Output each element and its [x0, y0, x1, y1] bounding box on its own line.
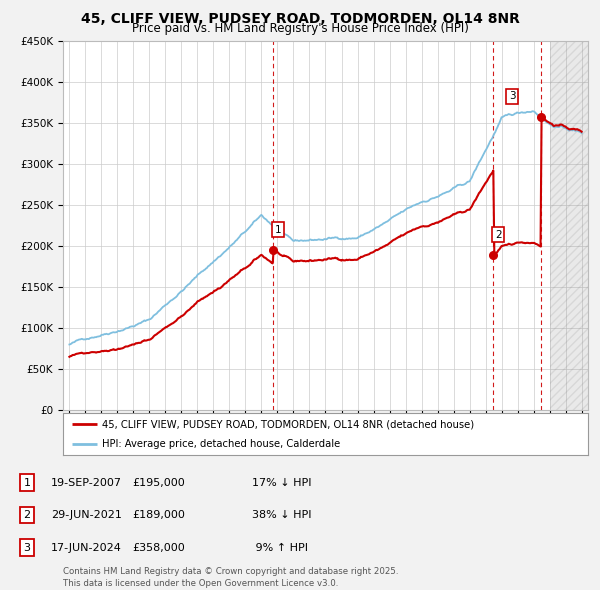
Text: £189,000: £189,000: [132, 510, 185, 520]
Text: Contains HM Land Registry data © Crown copyright and database right 2025.
This d: Contains HM Land Registry data © Crown c…: [63, 567, 398, 588]
Text: £358,000: £358,000: [132, 543, 185, 552]
Text: 45, CLIFF VIEW, PUDSEY ROAD, TODMORDEN, OL14 8NR (detached house): 45, CLIFF VIEW, PUDSEY ROAD, TODMORDEN, …: [103, 419, 475, 430]
Text: 17-JUN-2024: 17-JUN-2024: [51, 543, 122, 552]
Text: 29-JUN-2021: 29-JUN-2021: [51, 510, 122, 520]
Text: 2: 2: [495, 230, 502, 240]
Text: 38% ↓ HPI: 38% ↓ HPI: [252, 510, 311, 520]
Text: 19-SEP-2007: 19-SEP-2007: [51, 478, 122, 487]
Text: 3: 3: [509, 91, 515, 101]
Bar: [550, 41, 588, 410]
Text: 1: 1: [23, 478, 31, 487]
Text: 1: 1: [274, 225, 281, 235]
Text: 9% ↑ HPI: 9% ↑ HPI: [252, 543, 308, 552]
Text: 45, CLIFF VIEW, PUDSEY ROAD, TODMORDEN, OL14 8NR: 45, CLIFF VIEW, PUDSEY ROAD, TODMORDEN, …: [80, 12, 520, 26]
Text: 17% ↓ HPI: 17% ↓ HPI: [252, 478, 311, 487]
Text: HPI: Average price, detached house, Calderdale: HPI: Average price, detached house, Cald…: [103, 439, 341, 449]
Bar: [550, 41, 588, 410]
Text: £195,000: £195,000: [132, 478, 185, 487]
Text: Price paid vs. HM Land Registry's House Price Index (HPI): Price paid vs. HM Land Registry's House …: [131, 22, 469, 35]
Text: 3: 3: [23, 543, 31, 552]
Text: 2: 2: [23, 510, 31, 520]
